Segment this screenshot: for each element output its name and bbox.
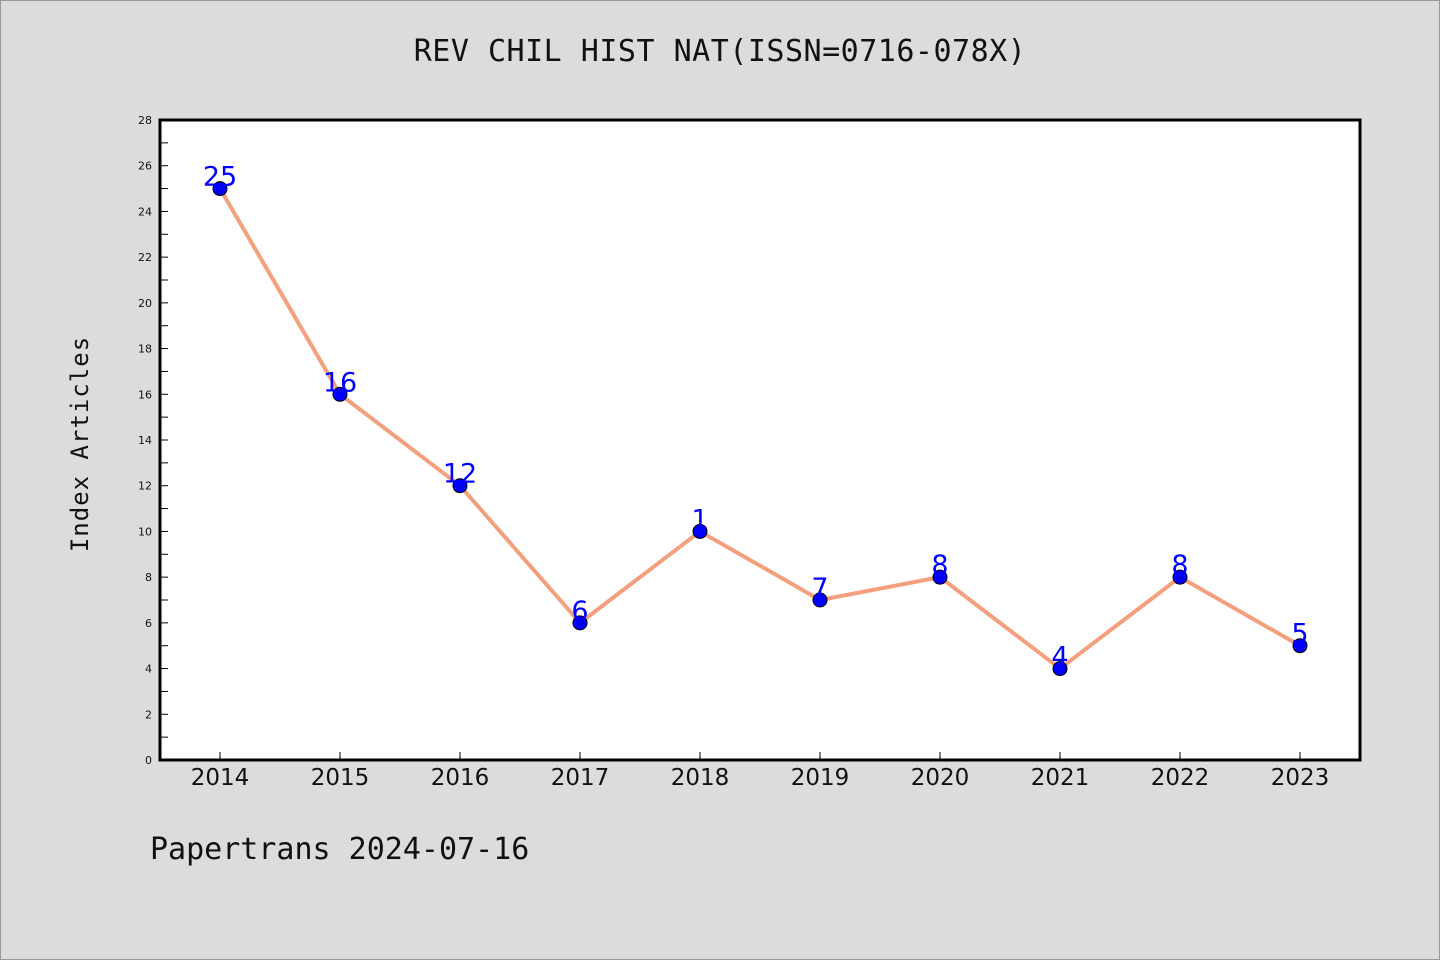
data-point (692, 523, 708, 539)
data-label: 6 (571, 596, 588, 627)
data-label: 1 (691, 504, 708, 535)
y-tick-label: 28 (138, 114, 152, 127)
data-point (1292, 638, 1308, 654)
data-point (572, 615, 588, 631)
y-tick-label: 18 (138, 343, 152, 356)
y-tick-label: 26 (138, 160, 152, 173)
data-point (1052, 661, 1068, 677)
y-tick-label: 22 (138, 251, 152, 264)
y-tick-label: 12 (138, 480, 152, 493)
y-tick-label: 10 (138, 525, 152, 538)
y-tick-label: 16 (138, 388, 152, 401)
x-tick-label: 2021 (1031, 765, 1090, 791)
y-tick-label: 4 (145, 663, 152, 676)
y-tick-label: 20 (138, 297, 152, 310)
x-tick-label: 2014 (191, 765, 250, 791)
data-point (332, 386, 348, 402)
y-tick-label: 24 (138, 205, 152, 218)
data-label: 25 (203, 162, 237, 193)
data-label: 8 (1171, 550, 1188, 581)
data-label: 5 (1291, 619, 1308, 650)
y-tick-label: 6 (145, 617, 152, 630)
data-point (452, 478, 468, 494)
y-tick-label: 8 (145, 571, 152, 584)
x-tick-label: 2020 (911, 765, 970, 791)
series-line (218, 187, 1301, 671)
x-tick-label: 2019 (791, 765, 850, 791)
x-tick-label: 2017 (551, 765, 610, 791)
data-point (932, 569, 948, 585)
y-tick-label: 14 (138, 434, 152, 447)
data-label: 8 (931, 550, 948, 581)
data-point (1172, 569, 1188, 585)
x-tick-label: 2015 (311, 765, 370, 791)
x-tick-label: 2018 (671, 765, 730, 791)
x-tick-label: 2022 (1151, 765, 1210, 791)
chart-title: REV CHIL HIST NAT(ISSN=0716-078X) (413, 34, 1027, 69)
data-point (212, 181, 228, 197)
y-tick-label: 2 (145, 708, 152, 721)
data-point (812, 592, 828, 608)
data-label: 16 (323, 367, 357, 398)
footer-note: Papertrans 2024-07-16 (150, 832, 530, 867)
data-label: 7 (811, 573, 828, 604)
y-tick-label: 0 (145, 754, 152, 767)
data-label: 12 (443, 459, 477, 490)
data-label: 4 (1051, 642, 1068, 673)
x-tick-label: 2023 (1271, 765, 1330, 791)
plot-area (158, 118, 1362, 762)
x-tick-label: 2016 (431, 765, 490, 791)
